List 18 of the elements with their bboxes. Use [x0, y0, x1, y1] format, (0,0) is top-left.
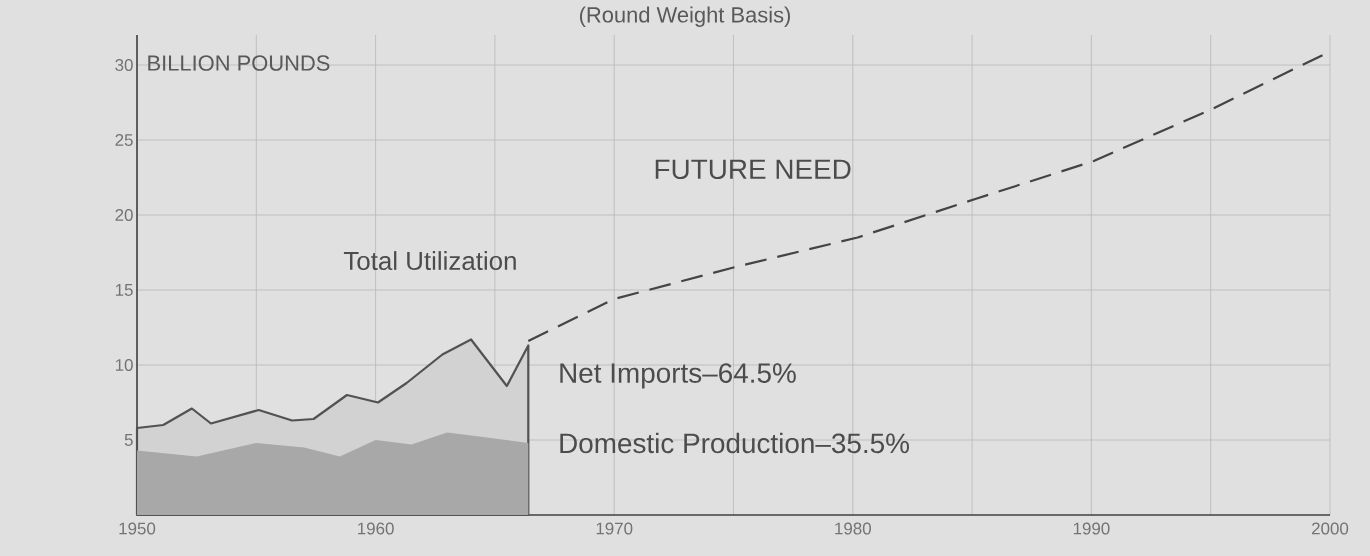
y-axis-title: BILLION POUNDS: [148, 55, 330, 71]
x-tick-label: 1970: [596, 522, 633, 535]
y-tick-label: 5: [124, 434, 133, 446]
annotation: Total Utilization: [343, 251, 516, 271]
x-tick-label: 1950: [119, 522, 156, 535]
y-tick-label: 15: [115, 284, 133, 296]
y-tick-label: 20: [115, 209, 133, 221]
y-tick-label: 30: [115, 59, 133, 71]
y-tick-label: 10: [115, 359, 133, 371]
x-tick-label: 1960: [358, 522, 394, 535]
x-tick-label: 1990: [1073, 522, 1110, 535]
y-tick-label: 25: [115, 134, 133, 146]
x-tick-label: 1980: [835, 522, 871, 535]
x-tick-label: 2000: [1312, 522, 1349, 535]
annotation: Domestic Production–35.5%: [560, 432, 909, 454]
annotation: Net Imports–64.5%: [560, 363, 796, 389]
chart-subtitle: (Round Weight Basis): [579, 6, 790, 27]
annotation: FUTURE NEED: [655, 159, 851, 180]
